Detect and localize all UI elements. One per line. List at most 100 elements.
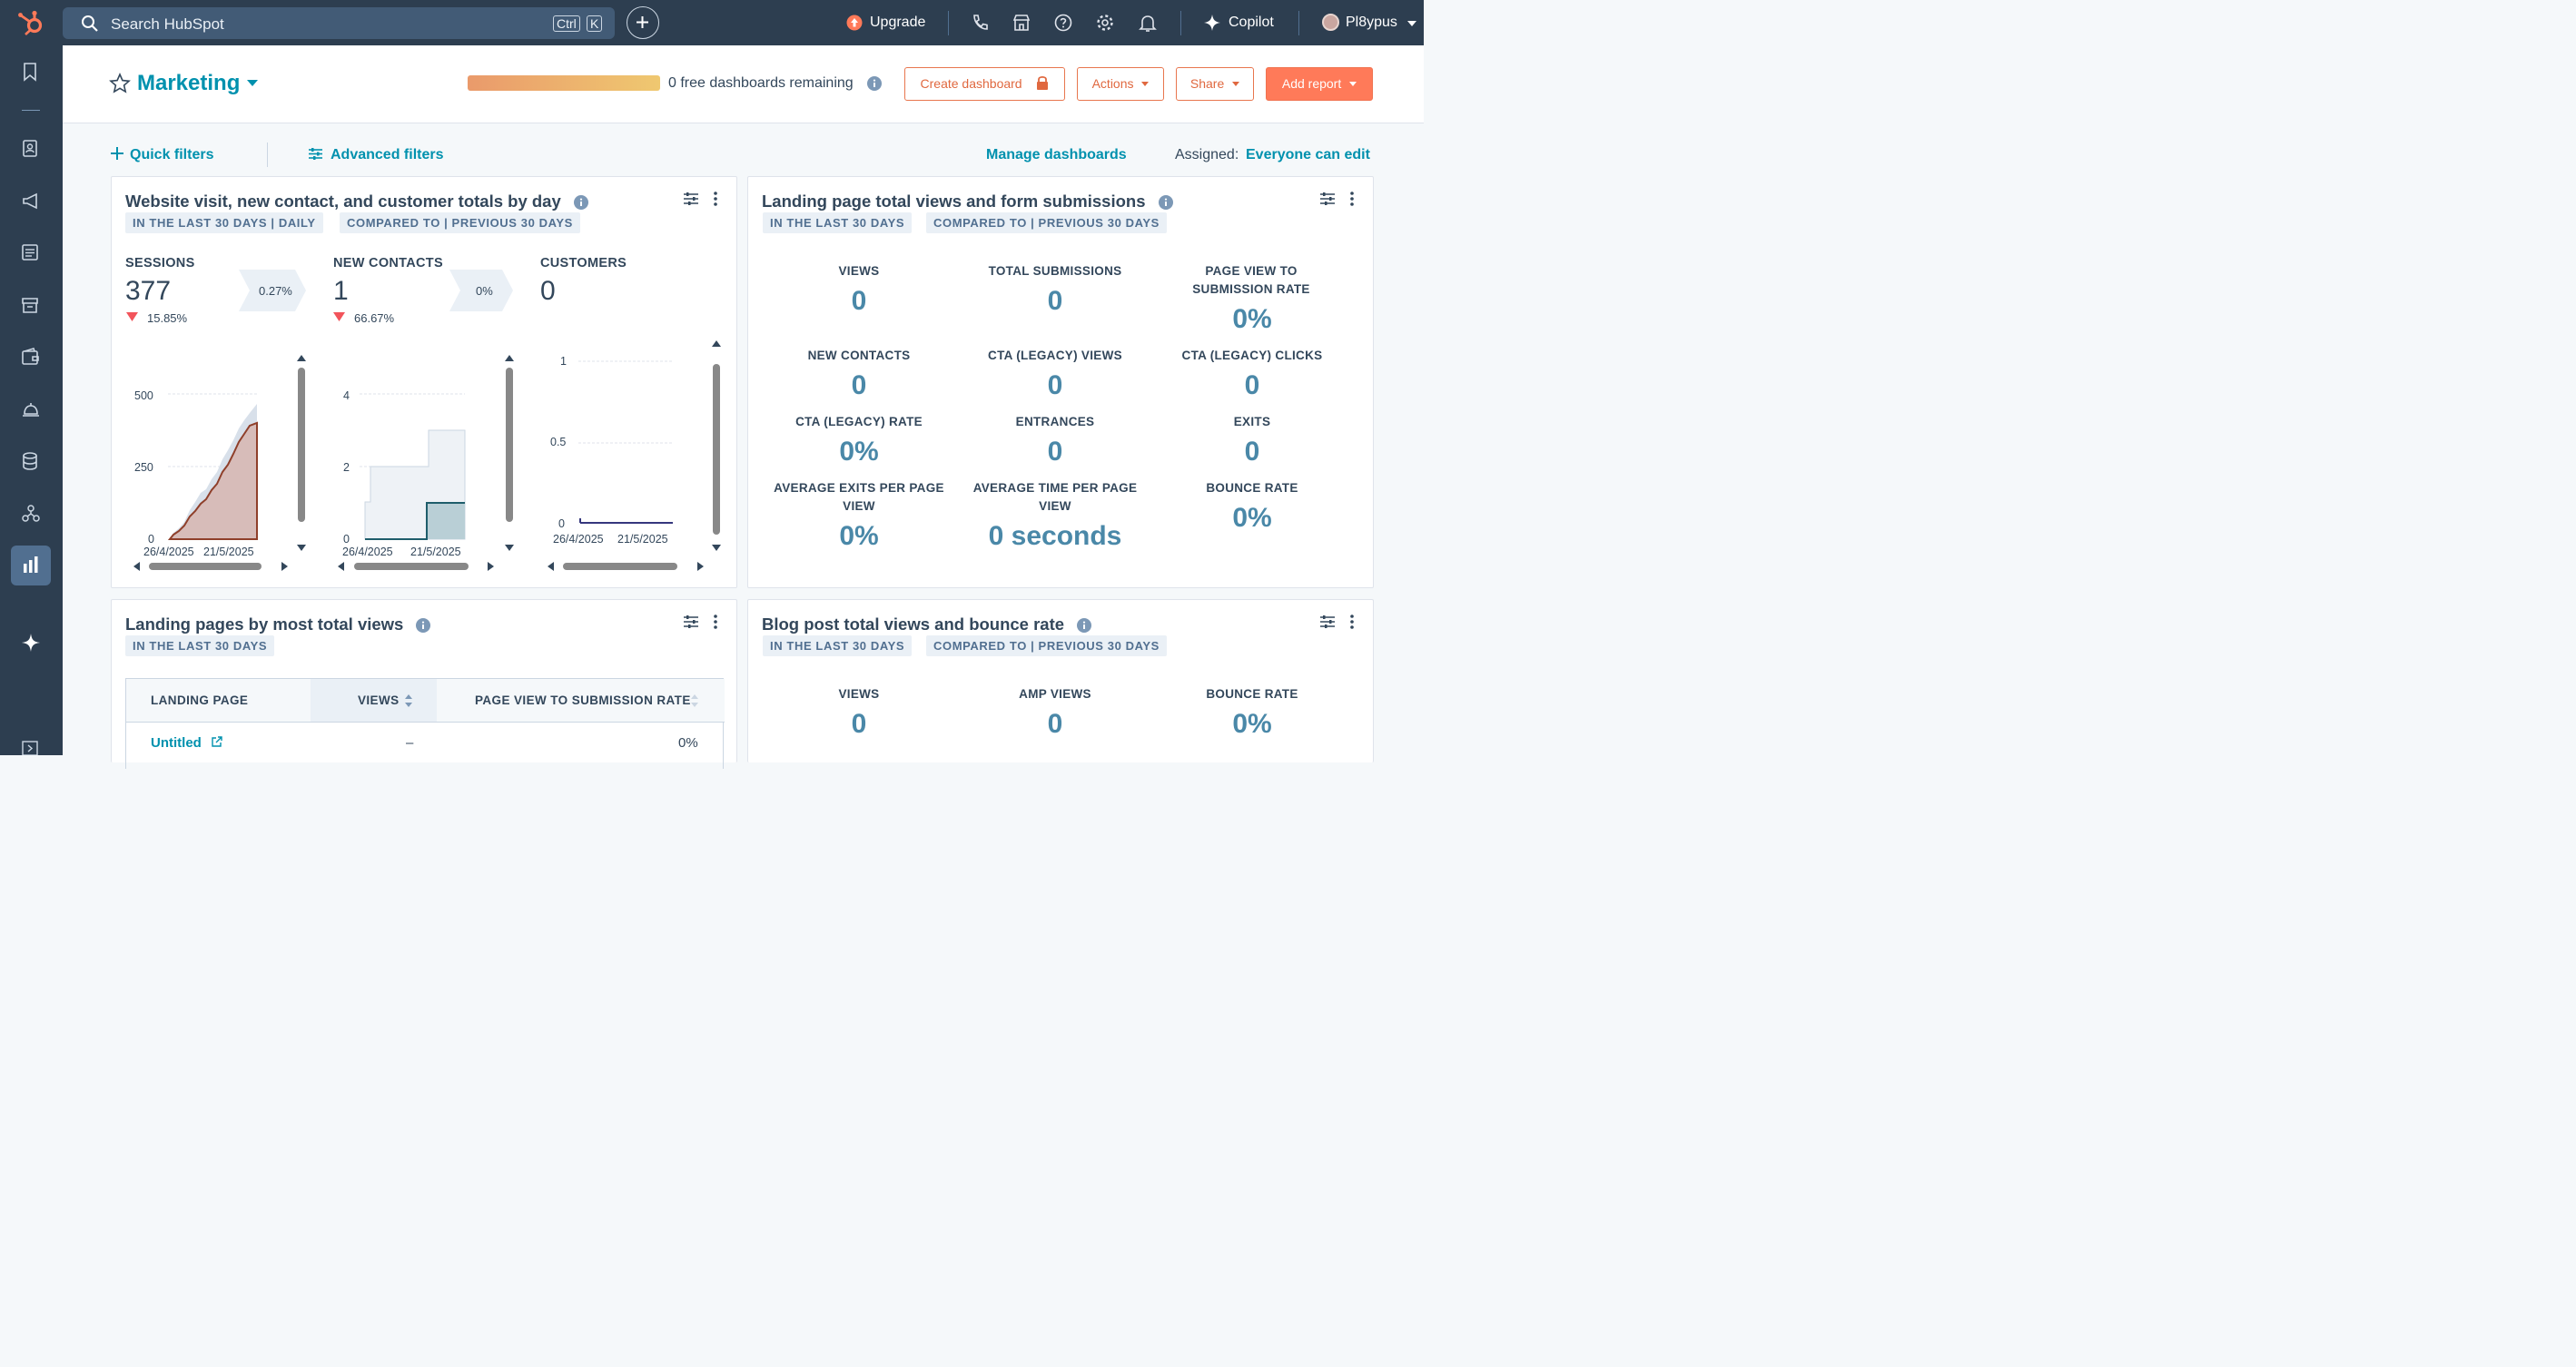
card-title[interactable]: Landing page total views and form submis… <box>762 192 1173 211</box>
marketplace-icon[interactable] <box>1012 14 1031 32</box>
x-tick-label: 21/5/2025 <box>410 546 461 558</box>
metric-label: VIEWS <box>838 687 880 701</box>
info-icon[interactable] <box>1158 195 1173 211</box>
metric-value: 0 <box>1244 437 1260 467</box>
more-options-icon[interactable] <box>1349 615 1355 629</box>
y-tick-label: 0 <box>343 533 350 546</box>
caret-down-icon <box>1232 82 1240 86</box>
add-report-label: Add report <box>1281 76 1342 91</box>
quick-filters-button[interactable]: Quick filters <box>111 147 213 163</box>
info-icon[interactable] <box>416 618 431 634</box>
actions-dropdown-button[interactable]: Actions <box>1077 67 1164 101</box>
user-name: Pl8ypus <box>1346 15 1397 30</box>
filter-sliders-icon[interactable] <box>684 615 698 629</box>
comparison-tag: COMPARED TO | PREVIOUS 30 DAYS <box>926 635 1167 656</box>
metric-label: NEW CONTACTS <box>807 349 911 362</box>
share-dropdown-button[interactable]: Share <box>1176 67 1254 101</box>
decrease-triangle-icon <box>126 312 138 321</box>
card-title[interactable]: Blog post total views and bounce rate <box>762 615 1092 634</box>
assigned-value-link[interactable]: Everyone can edit <box>1246 147 1370 162</box>
service-bell-icon[interactable] <box>21 399 41 419</box>
shortcut-k-key: K <box>587 15 603 32</box>
metric-label: EXITS <box>1233 415 1271 428</box>
metric-value: 0 <box>1047 286 1063 316</box>
metric-label: AVERAGE TIME PER PAGE VIEW <box>972 481 1138 513</box>
marketing-megaphone-icon[interactable] <box>21 191 41 211</box>
info-icon[interactable] <box>867 76 882 91</box>
automation-workflow-icon[interactable] <box>21 504 41 524</box>
settings-gear-icon[interactable] <box>1096 14 1114 32</box>
more-options-icon[interactable] <box>713 192 718 206</box>
metric-label: AMP VIEWS <box>1019 687 1091 701</box>
horizontal-scrollbar[interactable] <box>548 560 704 573</box>
vertical-scrollbar[interactable] <box>503 355 516 551</box>
divider <box>948 11 949 35</box>
search-placeholder: Search HubSpot <box>111 15 224 33</box>
dashboard-header: Marketing 0 free dashboards remaining Cr… <box>63 45 1424 123</box>
card-title[interactable]: Landing pages by most total views <box>125 615 431 634</box>
y-tick-label: 500 <box>134 389 153 402</box>
sparkle-icon <box>1204 15 1220 31</box>
content-icon[interactable] <box>21 242 39 262</box>
search-input[interactable]: Search HubSpot Ctrl K <box>63 7 615 39</box>
vertical-scrollbar[interactable] <box>710 340 723 551</box>
caret-down-icon <box>1349 82 1357 86</box>
contacts-icon[interactable] <box>21 139 39 159</box>
customers-line-plot <box>578 360 673 524</box>
horizontal-scrollbar[interactable] <box>338 560 494 573</box>
metric-value: 0% <box>839 521 879 551</box>
top-navigation-bar: Search HubSpot Ctrl K Upgrade <box>0 0 1424 45</box>
report-card-landing-page-views: Landing page total views and form submis… <box>747 176 1374 588</box>
account-menu[interactable]: Pl8ypus <box>1322 12 1418 34</box>
metric-label: BOUNCE RATE <box>1206 481 1298 495</box>
breeze-ai-sparkle-icon[interactable] <box>21 633 41 653</box>
filter-sliders-icon[interactable] <box>1320 615 1335 629</box>
upgrade-arrow-icon <box>846 15 863 31</box>
metric-label: CTA (LEGACY) CLICKS <box>1181 349 1323 362</box>
expand-sidebar-icon[interactable] <box>21 741 39 755</box>
free-dashboards-progress-bar <box>468 75 660 91</box>
dashboard-selector[interactable]: Marketing <box>137 69 264 100</box>
date-range-tag: IN THE LAST 30 DAYS <box>763 212 913 233</box>
advanced-filters-button[interactable]: Advanced filters <box>309 147 443 163</box>
create-new-button[interactable] <box>627 6 659 39</box>
copilot-button[interactable]: Copilot <box>1204 13 1277 33</box>
manage-dashboards-link[interactable]: Manage dashboards <box>986 147 1127 162</box>
column-header-views[interactable]: VIEWS <box>311 679 437 723</box>
table-row-page-link[interactable]: Untitled <box>151 735 222 751</box>
divider <box>267 143 268 167</box>
info-icon[interactable] <box>573 195 588 211</box>
sort-icon <box>691 694 698 707</box>
filter-sliders-icon[interactable] <box>684 192 698 206</box>
horizontal-scrollbar[interactable] <box>133 560 288 573</box>
more-options-icon[interactable] <box>1349 192 1355 206</box>
more-options-icon[interactable] <box>713 615 718 629</box>
hubspot-logo-icon[interactable] <box>16 9 45 36</box>
metric-label: PAGE VIEW TO SUBMISSION RATE <box>1192 264 1310 296</box>
notifications-bell-icon[interactable] <box>1139 14 1157 33</box>
vertical-scrollbar[interactable] <box>295 355 308 551</box>
help-icon[interactable] <box>1054 14 1072 32</box>
data-management-database-icon[interactable] <box>21 451 39 471</box>
column-header-submission-rate[interactable]: PAGE VIEW TO SUBMISSION RATE <box>437 679 725 723</box>
add-report-dropdown-button[interactable]: Add report <box>1266 67 1373 101</box>
metric-label: VIEWS <box>838 264 880 278</box>
y-tick-label: 4 <box>343 389 350 402</box>
sales-wallet-icon[interactable] <box>21 347 41 367</box>
create-dashboard-button[interactable]: Create dashboard <box>904 67 1065 101</box>
info-icon[interactable] <box>1077 618 1092 634</box>
column-header-landing-page[interactable]: LANDING PAGE <box>126 679 311 723</box>
metric-value: 0 <box>1047 370 1063 400</box>
filter-sliders-icon[interactable] <box>1320 192 1335 206</box>
commerce-store-icon[interactable] <box>21 295 39 315</box>
new-contacts-conversion-rate: 0% <box>476 284 493 298</box>
card-title[interactable]: Website visit, new contact, and customer… <box>125 192 588 211</box>
sidebar-item-reporting-active[interactable] <box>11 546 51 585</box>
assigned-label: Assigned: <box>1175 147 1239 162</box>
bookmark-icon[interactable] <box>21 62 39 82</box>
metric-label: TOTAL SUBMISSIONS <box>988 264 1122 278</box>
metric-label: ENTRANCES <box>1015 415 1095 428</box>
favorite-star-icon[interactable] <box>109 73 131 94</box>
metric-value: 0% <box>1232 304 1272 334</box>
phone-icon[interactable] <box>972 14 988 32</box>
